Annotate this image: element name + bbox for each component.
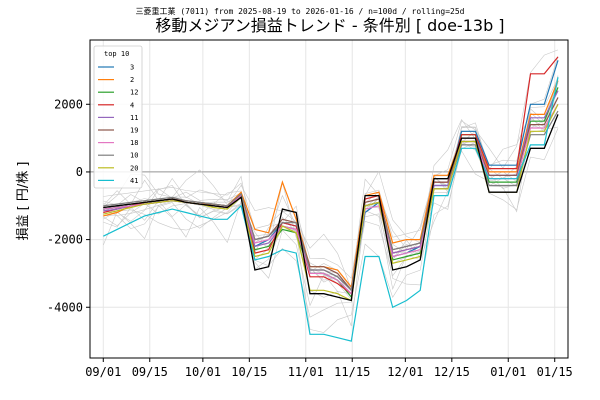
- y-axis-label: 損益 [ 円/株 ]: [16, 162, 31, 241]
- median-line: [103, 114, 559, 302]
- chart-supertitle: 三菱重工業 (7011) from 2025-08-19 to 2026-01-…: [136, 6, 465, 16]
- x-tick-label: 12/01: [387, 365, 423, 379]
- x-tick-label: 09/01: [85, 365, 121, 379]
- x-tick-label: 10/01: [185, 365, 221, 379]
- legend: top 103 2 12 4 11 19 18 10 20 41: [93, 45, 143, 189]
- legend-entry-4: 4: [130, 101, 134, 109]
- legend-entry-18: 18: [130, 139, 138, 147]
- background-scenario-line: [103, 49, 559, 289]
- x-tick-label: 11/01: [288, 365, 324, 379]
- x-tick-label: 11/15: [334, 365, 370, 379]
- y-tick-label: -2000: [47, 233, 83, 247]
- y-tick-label: 0: [76, 165, 83, 179]
- x-tick-label: 09/15: [132, 365, 168, 379]
- legend-title: top 10: [104, 50, 129, 58]
- legend-entry-41: 41: [130, 177, 138, 185]
- legend-entry-11: 11: [130, 114, 138, 122]
- background-scenario-line: [103, 124, 559, 327]
- legend-entry-20: 20: [130, 164, 138, 172]
- x-tick-label: 01/15: [537, 365, 573, 379]
- legend-entry-3: 3: [130, 64, 134, 72]
- chart-title: 移動メジアン損益トレンド - 条件別 [ doe-13b ]: [155, 16, 504, 35]
- x-tick-label: 10/15: [231, 365, 267, 379]
- legend-entry-19: 19: [130, 127, 138, 135]
- plot-frame: [89, 39, 569, 359]
- legend-entry-12: 12: [130, 89, 138, 97]
- y-tick-label: 2000: [54, 97, 83, 111]
- background-scenario-line: [103, 56, 559, 290]
- series-lines: [103, 56, 559, 342]
- legend-entry-10: 10: [130, 152, 138, 160]
- legend-entry-2: 2: [130, 76, 134, 84]
- axes: 09/01 09/15 10/01 10/15 11/01 11/15 12/01 12/15…: [47, 39, 573, 379]
- legend-box: [93, 45, 143, 189]
- x-tick-label: 12/15: [434, 365, 470, 379]
- x-tick-label: 01/01: [490, 365, 526, 379]
- y-tick-label: -4000: [47, 300, 83, 314]
